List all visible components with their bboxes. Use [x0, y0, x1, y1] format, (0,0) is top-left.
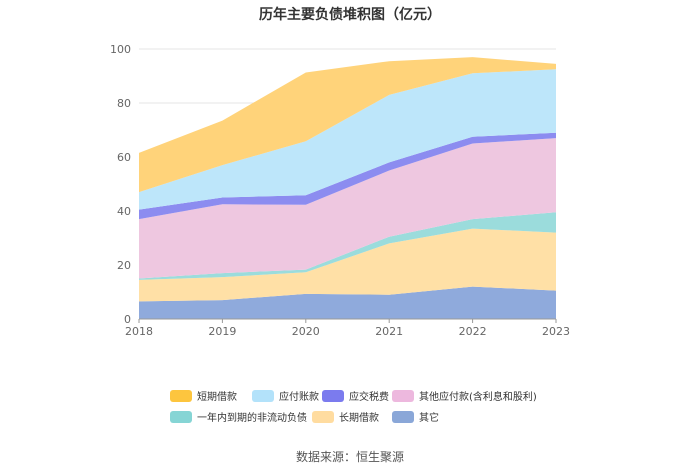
y-tick-label: 20	[117, 259, 131, 272]
x-tick-label: 2021	[375, 325, 403, 338]
legend-label: 其它	[419, 413, 439, 424]
stacked-area-chart: 0 20 40 60 80 100 2018 2019 2020 2021 2022 2023	[110, 43, 570, 338]
y-tick-label: 80	[117, 97, 131, 110]
area-series-6[interactable]	[139, 57, 556, 193]
legend-item[interactable]: 短期借款	[170, 388, 237, 403]
legend-item[interactable]: 应交税费	[322, 388, 389, 403]
x-tick-label: 2022	[459, 325, 487, 338]
legend-label: 一年内到期的非流动负债	[197, 413, 307, 424]
data-source: 数据来源：恒生聚源	[295, 450, 404, 464]
area-series-1[interactable]	[139, 228, 556, 302]
x-tick-label: 2023	[542, 325, 570, 338]
y-tick-label: 100	[110, 43, 131, 56]
legend-item[interactable]: 其他应付款(含利息和股利)	[392, 388, 537, 403]
area-series-2[interactable]	[139, 212, 556, 280]
legend-label: 长期借款	[339, 413, 379, 424]
legend-label: 短期借款	[197, 392, 237, 403]
legend-swatch	[170, 410, 192, 423]
x-tick-label: 2019	[208, 325, 236, 338]
legend-label: 应付账款	[279, 392, 319, 403]
legend-item[interactable]: 应付账款	[252, 388, 319, 403]
chart-title: 历年主要负债堆积图（亿元）	[259, 7, 441, 23]
x-tick-label: 2020	[292, 325, 320, 338]
legend-swatch	[322, 389, 344, 402]
legend-swatch	[170, 389, 192, 402]
x-tick-label: 2018	[125, 325, 153, 338]
y-tick-label: 40	[117, 205, 131, 218]
legend-swatch	[392, 389, 414, 402]
legend-label: 其他应付款(含利息和股利)	[419, 392, 537, 403]
area-series-3[interactable]	[139, 138, 556, 279]
legend-swatch	[312, 410, 334, 423]
legend-swatch	[252, 389, 274, 402]
legend-item[interactable]: 其它	[392, 409, 439, 424]
legend-swatch	[392, 410, 414, 423]
area-series-0[interactable]	[139, 286, 556, 319]
area-series-4[interactable]	[139, 132, 556, 220]
legend-label: 应交税费	[349, 392, 389, 403]
y-tick-label: 0	[124, 313, 131, 326]
legend-item[interactable]: 一年内到期的非流动负债	[170, 409, 307, 424]
y-tick-label: 60	[117, 151, 131, 164]
legend-item[interactable]: 长期借款	[312, 409, 379, 424]
area-series-5[interactable]	[139, 69, 556, 210]
